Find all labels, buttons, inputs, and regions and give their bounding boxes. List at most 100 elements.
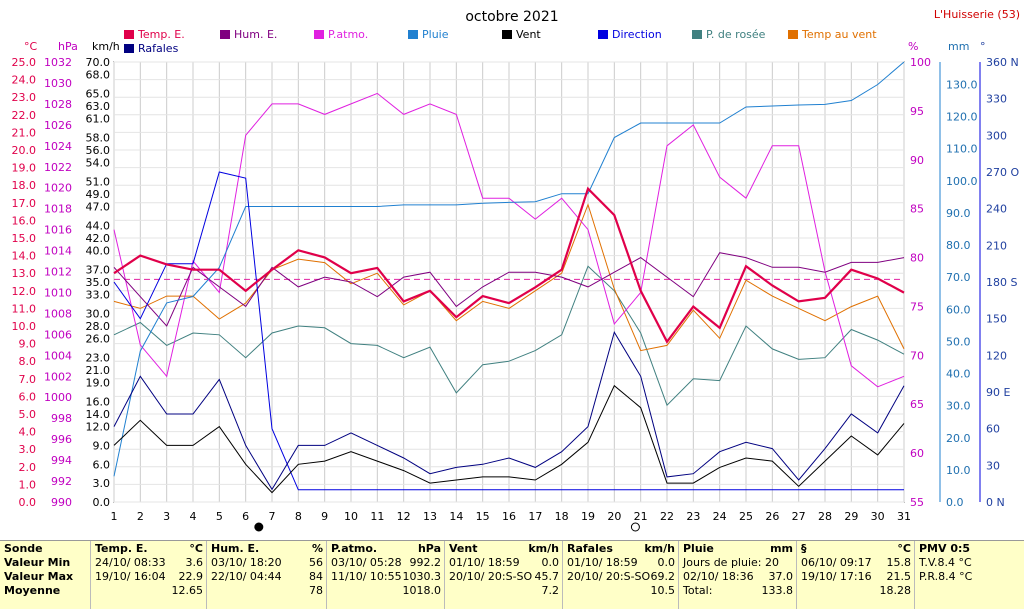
- stats-col-title: §: [801, 542, 807, 555]
- tick-label-temp: 19.0: [12, 162, 37, 175]
- tick-label-press: 1020: [44, 182, 72, 195]
- tick-label-wind: 40.0: [86, 245, 111, 258]
- tick-label-hum: 60: [910, 447, 924, 460]
- tick-label-press: 992: [51, 475, 72, 488]
- tick-label-hum: 75: [910, 300, 924, 313]
- tick-label-day: 8: [295, 510, 302, 523]
- tick-label-day: 1: [111, 510, 118, 523]
- tick-label-temp: 18.0: [12, 179, 37, 192]
- tick-label-press: 994: [51, 454, 72, 467]
- stats-row: 06/10/ 09:17 15.8: [801, 556, 911, 569]
- tick-label-day: 26: [765, 510, 779, 523]
- stats-col-header: Hum. E.%: [207, 541, 327, 556]
- legend-swatch: [692, 30, 702, 39]
- series-line-pluie: [113, 61, 905, 477]
- stats-table: Sonde Valeur Min Valeur Max Moyenne Temp. E.…: [0, 540, 1024, 609]
- tick-label-temp: 20.0: [12, 144, 37, 157]
- legend-swatch: [124, 44, 134, 53]
- tick-label-temp: 24.0: [12, 74, 37, 87]
- tick-label-day: 7: [269, 510, 276, 523]
- tick-label-press: 1008: [44, 307, 72, 320]
- tick-label-wind: 30.0: [86, 307, 111, 320]
- tick-label-day: 3: [163, 510, 170, 523]
- tick-label-wind: 68.0: [86, 69, 111, 82]
- tick-label-temp: 10.0: [12, 320, 37, 333]
- stats-row: Valeur Min: [4, 556, 71, 569]
- stats-col-title: Sonde: [4, 542, 43, 555]
- tick-label-press: 1014: [44, 245, 72, 258]
- legend-label: Hum. E.: [234, 28, 277, 41]
- tick-label-wind: 6.0: [93, 458, 111, 471]
- tick-label-dir: 300: [986, 129, 1007, 142]
- tick-label-press: 1028: [44, 98, 72, 111]
- stats-row: T.V.8.4 °C: [919, 556, 972, 569]
- tick-label-dir: 90 E: [986, 386, 1010, 399]
- chart-title: octobre 2021: [465, 9, 558, 25]
- stats-row: 19/10/ 17:16 21.5: [801, 570, 911, 583]
- tick-label-day: 13: [423, 510, 437, 523]
- stats-col-header: Rafales km/h: [563, 541, 679, 556]
- stats-col-title: P.atmo.: [331, 542, 378, 555]
- stats-row: Valeur Max: [4, 570, 74, 583]
- legend-swatch: [314, 30, 324, 39]
- tick-label-dir: 330: [986, 93, 1007, 106]
- tick-label-dir: 60: [986, 423, 1000, 436]
- legend-swatch: [502, 30, 512, 39]
- stats-row: 7.2: [541, 584, 560, 597]
- stats-col-5: Rafales km/h 01/10/ 18:59 0.0 20/10/ 20:S-SO…: [562, 541, 679, 609]
- legend-label: P. de rosée: [706, 28, 766, 41]
- tick-label-wind: 49.0: [86, 188, 111, 201]
- tick-label-temp: 3.0: [19, 443, 37, 456]
- stats-col-unit: %: [311, 542, 323, 555]
- tick-label-wind: 44.0: [86, 219, 111, 232]
- legend: Temp. E. Hum. E. P.atmo. Pluie Vent Direction…: [124, 28, 877, 55]
- stats-row: [915, 584, 1024, 598]
- tick-label-day: 25: [739, 510, 753, 523]
- stats-col-unit: °C: [897, 542, 911, 555]
- tick-label-rain: 80.0: [946, 239, 971, 252]
- stats-col-header: Pluie mm: [679, 541, 797, 556]
- legend-label: Rafales: [138, 42, 179, 55]
- stats-col-1: Temp. E. °C 24/10/ 08:33 3.6 19/10/ 16:04 22.…: [90, 541, 207, 609]
- unit-hum: %: [908, 40, 918, 53]
- tick-label-press: 1026: [44, 119, 72, 132]
- tick-label-wind: 56.0: [86, 144, 111, 157]
- series-group: [113, 61, 905, 494]
- stats-row: 1018.0: [402, 584, 442, 597]
- tick-label-day: 10: [344, 510, 358, 523]
- stats-row: 20/10/ 20:S-SO 45.7: [449, 570, 559, 583]
- tick-label-day: 12: [397, 510, 411, 523]
- tick-label-dir: 270 O: [986, 166, 1019, 179]
- stats-col-0: Sonde Valeur Min Valeur Max Moyenne: [0, 541, 90, 609]
- tick-label-wind: 37.0: [86, 263, 111, 276]
- tick-label-hum: 100: [910, 56, 931, 69]
- stats-col-7: § °C 06/10/ 09:17 15.8 19/10/ 17:16 21.5 18.28: [796, 541, 915, 609]
- tick-label-wind: 14.0: [86, 408, 111, 421]
- tick-label-wind: 26.0: [86, 333, 111, 346]
- stats-col-header: PMV 0:5: [915, 541, 1024, 556]
- tick-label-temp: 1.0: [19, 478, 37, 491]
- tick-label-day: 2: [137, 510, 144, 523]
- legend-label: Temp. E.: [137, 28, 185, 41]
- legend-swatch: [788, 30, 798, 39]
- tick-label-day: 9: [321, 510, 328, 523]
- tick-label-press: 1004: [44, 349, 72, 362]
- stats-row: 24/10/ 08:33 3.6: [95, 556, 203, 569]
- tick-label-press: 1032: [44, 56, 72, 69]
- tick-label-wind: 21.0: [86, 364, 111, 377]
- tick-label-dir: 180 S: [986, 276, 1017, 289]
- tick-label-press: 996: [51, 433, 72, 446]
- tick-label-wind: 61.0: [86, 113, 111, 126]
- tick-label-temp: 11.0: [12, 302, 37, 315]
- stats-col-8: PMV 0:5 T.V.8.4 °C P.R.8.4 °C: [914, 541, 1024, 609]
- tick-label-hum: 80: [910, 252, 924, 265]
- tick-label-temp: 22.0: [12, 109, 37, 122]
- tick-label-hum: 55: [910, 496, 924, 509]
- stats-row: 78: [309, 584, 323, 597]
- tick-label-wind: 51.0: [86, 175, 111, 188]
- stats-col-6: Pluie mm Jours de pluie: 20 02/10/ 18:36 37.…: [678, 541, 797, 609]
- tick-label-day: 11: [370, 510, 384, 523]
- tick-label-day: 29: [844, 510, 858, 523]
- tick-label-press: 1000: [44, 391, 72, 404]
- tick-label-wind: 9.0: [93, 439, 111, 452]
